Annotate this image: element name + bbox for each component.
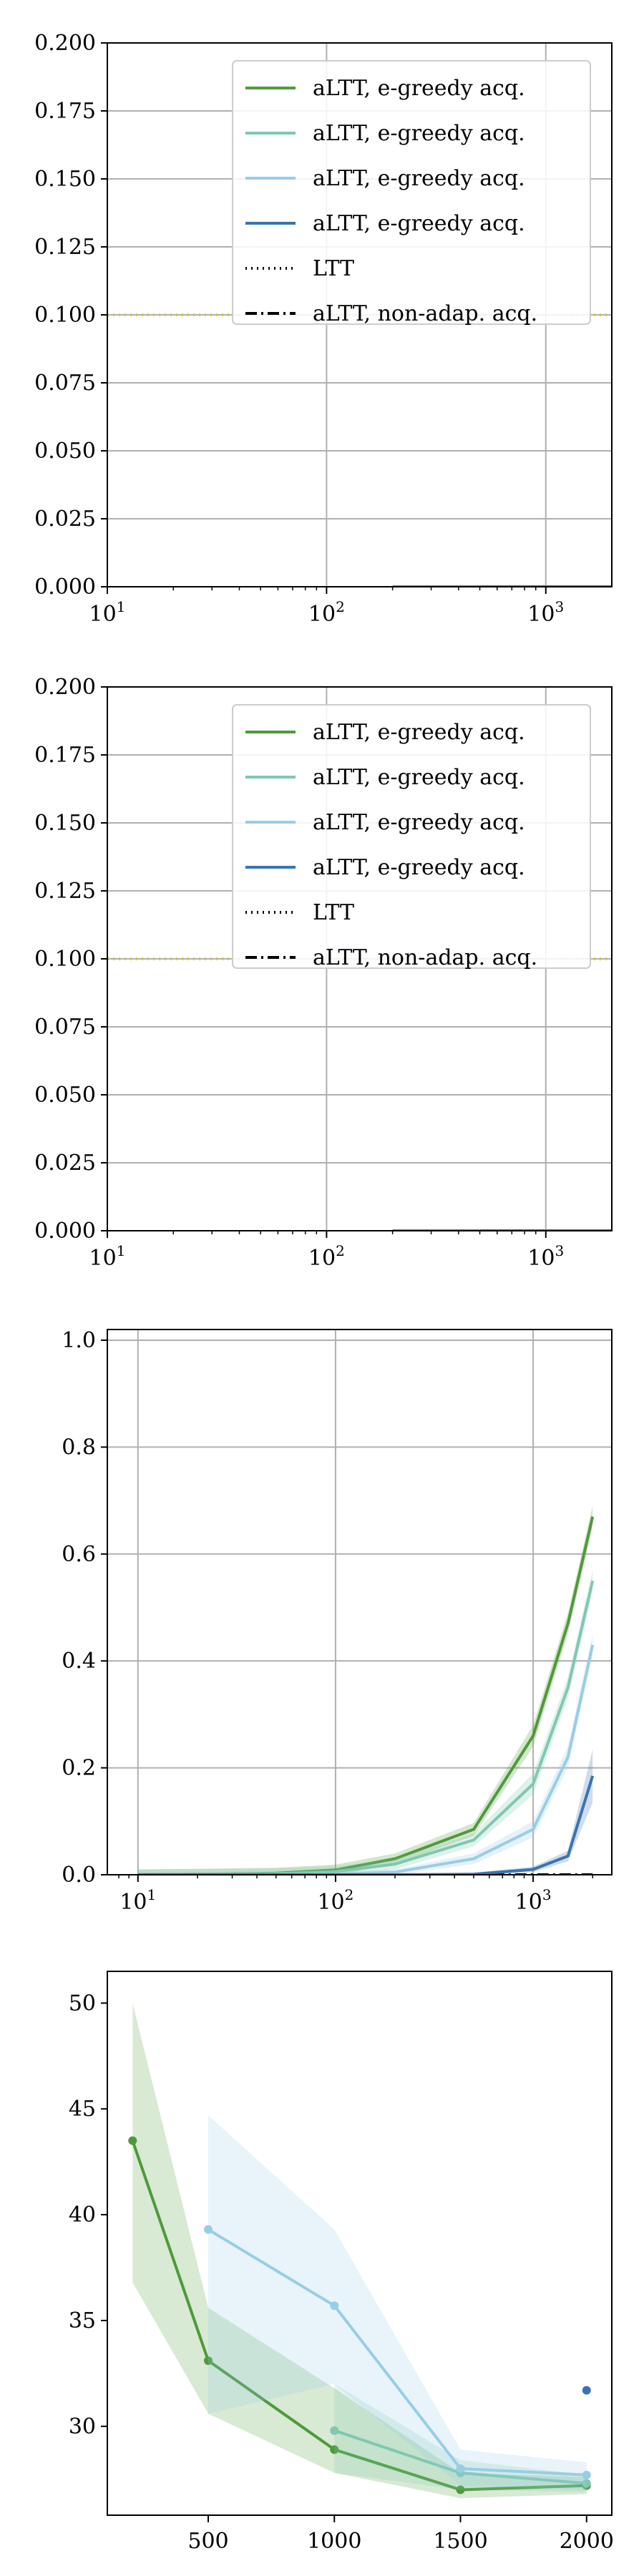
series-line-2 xyxy=(137,1516,595,1875)
legend-box xyxy=(232,60,591,325)
legend-label: aLTT, e-greedy acq. xyxy=(313,720,525,745)
y-tick-label: 0.150 xyxy=(34,811,96,836)
band-2 xyxy=(334,2384,587,2492)
x-tick-label: 500 xyxy=(187,2529,228,2554)
y-tick-label: 35 xyxy=(69,2308,96,2333)
y-tick-label: 0.8 xyxy=(62,1435,96,1460)
legend-label: aLTT, e-greedy acq. xyxy=(313,765,525,790)
legend-label: aLTT, e-greedy acq. xyxy=(313,855,525,880)
y-tick-label: 0.175 xyxy=(34,99,96,124)
data-point xyxy=(582,2479,591,2488)
y-tick-label: 0.200 xyxy=(34,675,96,700)
band-5 xyxy=(137,1749,593,1875)
x-tick-label: 102 xyxy=(308,598,345,627)
legend-label: aLTT, e-greedy acq. xyxy=(313,121,525,146)
plot-area xyxy=(128,2003,591,2499)
x-tick-label: 101 xyxy=(89,1242,126,1271)
y-tick-label: 0.150 xyxy=(34,167,96,192)
y-tick-label: 0.000 xyxy=(34,575,96,600)
x-tick-label: 1000 xyxy=(307,2529,361,2554)
data-point xyxy=(456,2485,465,2494)
legend-label: aLTT, non-adap. acq. xyxy=(313,301,537,326)
y-tick-label: 0.075 xyxy=(34,371,96,396)
legend-label: LTT xyxy=(313,256,354,281)
data-point xyxy=(330,2426,339,2435)
y-tick-label: 0.125 xyxy=(34,879,96,904)
chart-1: 0.000 0.025 0.050 0.075 0.100 0.125 0.150 0.175… xyxy=(34,31,613,627)
legend-label: aLTT, e-greedy acq. xyxy=(313,76,525,101)
data-point xyxy=(456,2464,465,2473)
plot-area xyxy=(137,1506,595,1875)
axes-frame xyxy=(107,1329,613,1875)
x-tick-label: 103 xyxy=(515,1886,552,1915)
y-tick-label: 0.050 xyxy=(34,1083,96,1108)
y-tick-label: 0.175 xyxy=(34,743,96,768)
y-tick-label: 50 xyxy=(69,1991,96,2016)
chart-2: 0.000 0.025 0.050 0.075 0.100 0.125 0.150 0.175… xyxy=(34,675,613,1271)
chart-4: 30 35 40 45 50 500 1000 1500 2000 xyxy=(69,1971,614,2554)
x-tick-label: 102 xyxy=(308,1242,345,1271)
y-tick-label: 40 xyxy=(69,2202,96,2228)
data-point xyxy=(582,2386,591,2395)
y-tick-label: 0.4 xyxy=(62,1649,96,1674)
legend: aLTT, e-greedy acq. aLTT, e-greedy acq. aL… xyxy=(232,704,591,970)
data-point xyxy=(330,2301,339,2311)
legend-label: aLTT, e-greedy acq. xyxy=(313,211,525,236)
y-tick-label: 30 xyxy=(69,2414,96,2439)
x-tick-label: 101 xyxy=(119,1886,156,1915)
x-tick-label: 101 xyxy=(89,598,126,627)
axes-frame xyxy=(107,1971,613,2516)
legend-box xyxy=(232,704,591,969)
axes-frame xyxy=(107,42,613,587)
band-2 xyxy=(137,1506,593,1875)
y-tick-label: 45 xyxy=(69,2097,96,2122)
axes-frame xyxy=(107,686,613,1231)
x-tick-label: 102 xyxy=(317,1886,353,1915)
chart-3: 0.0 0.2 0.4 0.6 0.8 1.0 101 102 103 xyxy=(62,1328,613,1915)
legend-label: LTT xyxy=(313,900,354,925)
data-point xyxy=(204,2356,213,2366)
y-tick-label: 0.100 xyxy=(34,947,96,972)
data-point xyxy=(330,2445,339,2454)
series-line-3 xyxy=(207,2228,587,2477)
x-tick-label: 103 xyxy=(527,1242,564,1271)
y-tick-label: 0.100 xyxy=(34,303,96,328)
y-tick-label: 0.050 xyxy=(34,439,96,464)
band-1 xyxy=(132,2003,587,2499)
x-tick-label: 1500 xyxy=(433,2529,487,2554)
data-point xyxy=(128,2136,137,2145)
y-tick-label: 0.075 xyxy=(34,1015,96,1040)
x-tick-label: 2000 xyxy=(560,2529,614,2554)
y-tick-label: 1.0 xyxy=(62,1328,96,1353)
y-tick-label: 0.2 xyxy=(62,1756,96,1781)
y-tick-label: 0.6 xyxy=(62,1542,96,1567)
y-tick-label: 0.200 xyxy=(34,31,96,56)
legend-label: aLTT, e-greedy acq. xyxy=(313,166,525,191)
data-point xyxy=(204,2225,213,2234)
y-tick-label: 0.025 xyxy=(34,1151,96,1176)
legend-label: aLTT, non-adap. acq. xyxy=(313,945,537,970)
y-tick-label: 0.025 xyxy=(34,507,96,532)
x-tick-label: 103 xyxy=(527,598,564,627)
legend: aLTT, e-greedy acq. aLTT, e-greedy acq. aL… xyxy=(232,60,591,326)
legend-label: aLTT, e-greedy acq. xyxy=(313,810,525,835)
y-tick-label: 0.0 xyxy=(62,1863,96,1888)
y-tick-label: 0.000 xyxy=(34,1219,96,1244)
band-3 xyxy=(208,2115,587,2490)
data-point xyxy=(582,2470,591,2479)
y-tick-label: 0.125 xyxy=(34,235,96,260)
